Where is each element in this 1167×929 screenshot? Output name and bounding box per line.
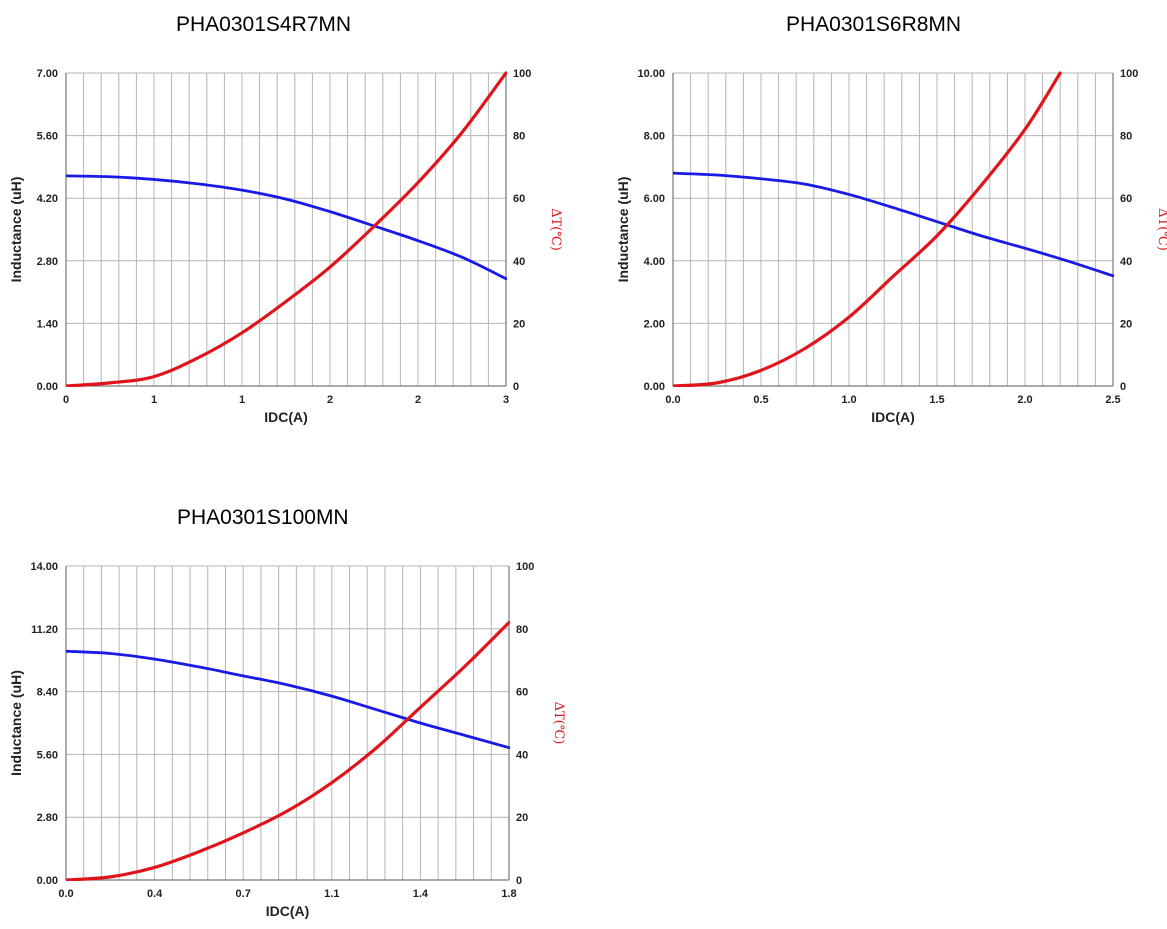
y-tick-label: 4.20 [37,193,58,205]
chart-2: 0.00 2.00 4.00 6.00 8.00 10.00 0 20 40 60 80 100 0.0… [615,68,1167,425]
y-tick-label: 14.00 [30,561,58,573]
y2-tick-label: 100 [513,68,531,80]
y2-tick-label: 80 [1120,131,1132,143]
y-tick-label: 10.00 [637,68,665,80]
x-axis-label: IDC(A) [264,409,308,425]
x-tick-label: 1.1 [324,888,339,900]
y2-tick-label: 40 [1120,256,1132,268]
x-tick-label: 0.4 [147,888,163,900]
chart-title: PHA0301S4R7MN [176,13,352,36]
x-tick-label: 2 [415,394,421,406]
y2-axis-label: ΔT(℃) [551,702,566,745]
inductance-line [673,171,1114,278]
y2-axis-label: ΔT(℃) [548,208,563,251]
y-tick-label: 8.00 [644,131,665,143]
y-tick-label: 1.40 [37,318,58,330]
y2-tick-label: 40 [513,256,525,268]
x-tick-label: 0 [63,394,69,406]
x-tick-label: 0.7 [236,888,251,900]
y-tick-label: 5.60 [37,131,58,143]
y-tick-label: 11.20 [31,624,58,636]
y-tick-label: 6.00 [644,193,665,205]
y2-tick-label: 0 [513,381,519,393]
inductance-line [66,649,510,750]
y2-tick-label: 100 [1120,68,1138,80]
x-tick-label: 1 [239,394,245,406]
y-tick-label: 2.80 [37,812,58,824]
y-tick-label: 0.00 [37,875,58,887]
y-axis-label: Inductance (uH) [615,177,631,283]
y-axis-label: Inductance (uH) [8,177,24,283]
y2-tick-label: 20 [513,318,525,330]
y-tick-label: 7.00 [37,68,58,80]
temperature-rise-line [673,71,1062,387]
y-tick-label: 8.40 [37,687,58,699]
y2-tick-label: 0 [1120,381,1126,393]
y2-axis-label: ΔT(℃) [1155,208,1167,251]
temperature-rise-line [66,71,507,387]
x-tick-label: 0.5 [753,394,768,406]
temperature-rise-line [66,620,510,881]
y2-tick-label: 80 [513,131,525,143]
x-tick-label: 1 [151,394,157,406]
y2-tick-label: 80 [516,624,528,636]
x-tick-label: 1.4 [413,888,429,900]
y-axis-label: Inductance (uH) [8,670,24,776]
y2-tick-label: 20 [1120,318,1132,330]
x-tick-label: 1.5 [929,394,944,406]
y2-tick-label: 40 [516,749,528,761]
y2-tick-label: 60 [1120,193,1132,205]
y2-tick-label: 0 [516,875,522,887]
y-tick-label: 4.00 [644,256,665,268]
x-tick-label: 3 [503,394,509,406]
y-tick-label: 2.00 [644,318,665,330]
x-tick-label: 0.0 [665,394,680,406]
x-axis-label: IDC(A) [871,409,915,425]
x-tick-label: 2 [327,394,333,406]
y-tick-label: 2.80 [37,256,58,268]
x-tick-label: 2.5 [1105,394,1120,406]
x-tick-label: 2.0 [1017,394,1032,406]
y-tick-label: 5.60 [37,749,58,761]
inductance-line [66,174,507,281]
x-tick-label: 1.8 [501,888,516,900]
y2-tick-label: 100 [516,561,534,573]
chart-1: 0.00 1.40 2.80 4.20 5.60 7.00 0 20 40 60 80 100 0 1 1 2… [8,68,563,425]
y-tick-label: 0.00 [644,381,665,393]
x-axis-label: IDC(A) [266,903,310,919]
y2-tick-label: 60 [513,193,525,205]
x-tick-label: 1.0 [841,394,856,406]
y2-tick-label: 20 [516,812,528,824]
x-tick-label: 0.0 [58,888,73,900]
chart-title: PHA0301S100MN [177,506,349,529]
y2-tick-label: 60 [516,687,528,699]
chart-title: PHA0301S6R8MN [786,13,962,36]
chart-3: 0.00 2.80 5.60 8.40 11.20 14.00 0 20 40 60 80 100 0.… [8,561,566,919]
y-tick-label: 0.00 [37,381,58,393]
